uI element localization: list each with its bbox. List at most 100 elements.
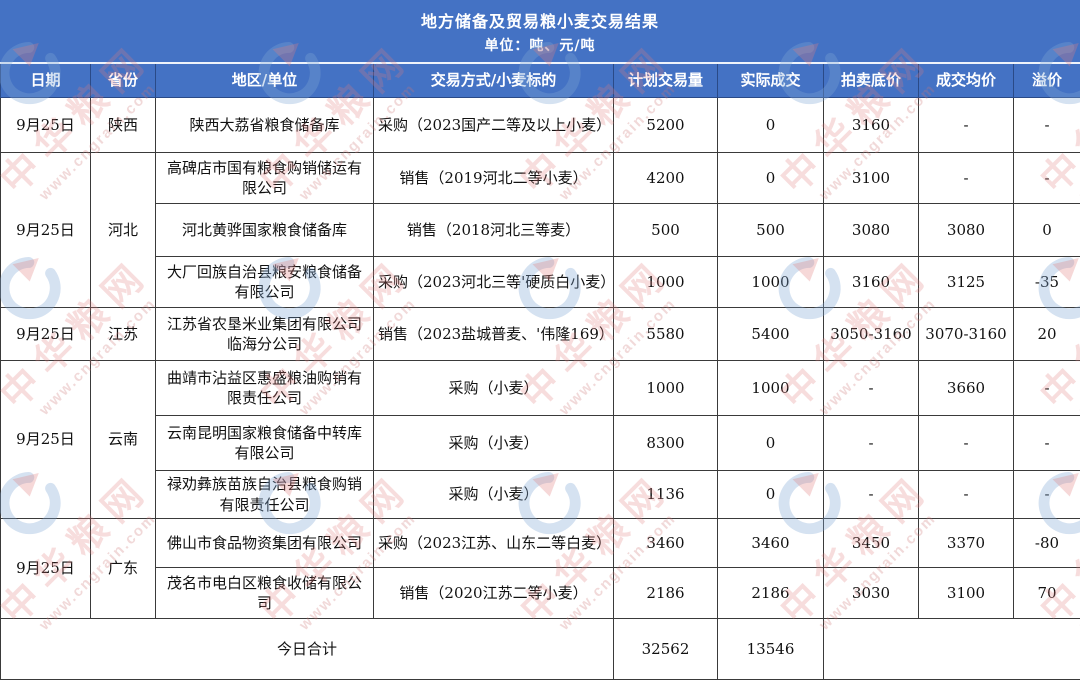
avg-price-cell: 3660 <box>919 361 1014 416</box>
header-row: 日期 省份 地区/单位 交易方式/小麦标的 计划交易量 实际成交 拍卖底价 成交… <box>1 63 1080 98</box>
col-header-deal: 交易方式/小麦标的 <box>374 63 614 98</box>
province-cell: 江苏 <box>91 308 156 361</box>
col-header-premium: 溢价 <box>1014 63 1080 98</box>
deal-cell: 采购（2023河北三等'硬质白小麦） <box>374 257 614 308</box>
premium-cell: -80 <box>1014 519 1080 568</box>
deal-cell: 采购（小麦） <box>374 471 614 519</box>
date-cell: 9月25日 <box>1 519 91 619</box>
floor-price-cell: 3160 <box>824 98 919 153</box>
unit-cell: 茂名市电白区粮食收储有限公司 <box>156 568 374 619</box>
total-row: 今日合计 32562 13546 <box>1 619 1080 680</box>
premium-cell: 20 <box>1014 308 1080 361</box>
planned-qty-cell: 1000 <box>614 257 718 308</box>
date-cell: 9月25日 <box>1 98 91 153</box>
date-cell: 9月25日 <box>1 361 91 519</box>
floor-price-cell: 3100 <box>824 153 919 204</box>
planned-qty-cell: 3460 <box>614 519 718 568</box>
col-header-actual-qty: 实际成交 <box>718 63 824 98</box>
planned-qty-cell: 5200 <box>614 98 718 153</box>
table-row: 9月25日 河北 高碑店市国有粮食购销储运有限公司 销售（2019河北二等小麦）… <box>1 153 1080 204</box>
actual-qty-cell: 0 <box>718 471 824 519</box>
premium-cell: - <box>1014 361 1080 416</box>
floor-price-cell: - <box>824 361 919 416</box>
col-header-province: 省份 <box>91 63 156 98</box>
deal-cell: 采购（小麦） <box>374 361 614 416</box>
total-empty-cell <box>824 619 1080 680</box>
table-row: 9月25日 云南 曲靖市沾益区惠盛粮油购销有限责任公司 采购（小麦） 1000 … <box>1 361 1080 416</box>
province-cell: 云南 <box>91 361 156 519</box>
actual-qty-cell: 0 <box>718 416 824 471</box>
avg-price-cell: 3370 <box>919 519 1014 568</box>
floor-price-cell: - <box>824 471 919 519</box>
actual-qty-cell: 1000 <box>718 361 824 416</box>
planned-qty-cell: 5580 <box>614 308 718 361</box>
col-header-planned-qty: 计划交易量 <box>614 63 718 98</box>
unit-cell: 佛山市食品物资集团有限公司 <box>156 519 374 568</box>
col-header-date: 日期 <box>1 63 91 98</box>
province-cell: 河北 <box>91 153 156 308</box>
premium-cell: - <box>1014 98 1080 153</box>
table-row: 大厂回族自治县粮安粮食储备有限公司 采购（2023河北三等'硬质白小麦） 100… <box>1 257 1080 308</box>
unit-cell: 云南昆明国家粮食储备中转库有限公司 <box>156 416 374 471</box>
col-header-avg-price: 成交均价 <box>919 63 1014 98</box>
floor-price-cell: - <box>824 416 919 471</box>
planned-qty-cell: 2186 <box>614 568 718 619</box>
title-band: 地方储备及贸易粮小麦交易结果 单位：吨、元/吨 <box>0 0 1080 62</box>
premium-cell: - <box>1014 416 1080 471</box>
deal-cell: 采购（2023国产二等及以上小麦） <box>374 98 614 153</box>
avg-price-cell: - <box>919 153 1014 204</box>
table-row: 禄劝彝族苗族自治县粮食购销有限责任公司 采购（小麦） 1136 0 - - - <box>1 471 1080 519</box>
avg-price-cell: 3080 <box>919 204 1014 257</box>
avg-price-cell: 3100 <box>919 568 1014 619</box>
avg-price-cell: - <box>919 416 1014 471</box>
table-row: 9月25日 陕西 陕西大荔省粮食储备库 采购（2023国产二等及以上小麦） 52… <box>1 98 1080 153</box>
unit-cell: 大厂回族自治县粮安粮食储备有限公司 <box>156 257 374 308</box>
date-cell: 9月25日 <box>1 153 91 308</box>
floor-price-cell: 3050-3160 <box>824 308 919 361</box>
actual-qty-cell: 0 <box>718 98 824 153</box>
col-header-unit: 地区/单位 <box>156 63 374 98</box>
planned-qty-cell: 1136 <box>614 471 718 519</box>
avg-price-cell: - <box>919 471 1014 519</box>
unit-cell: 河北黄骅国家粮食储备库 <box>156 204 374 257</box>
planned-qty-cell: 500 <box>614 204 718 257</box>
table-row: 云南昆明国家粮食储备中转库有限公司 采购（小麦） 8300 0 - - - <box>1 416 1080 471</box>
table-row: 茂名市电白区粮食收储有限公司 销售（2020江苏二等小麦） 2186 2186 … <box>1 568 1080 619</box>
premium-cell: -35 <box>1014 257 1080 308</box>
province-cell: 陕西 <box>91 98 156 153</box>
col-header-floor-price: 拍卖底价 <box>824 63 919 98</box>
date-cell: 9月25日 <box>1 308 91 361</box>
deal-cell: 销售（2020江苏二等小麦） <box>374 568 614 619</box>
premium-cell: - <box>1014 471 1080 519</box>
total-label-cell: 今日合计 <box>1 619 614 680</box>
actual-qty-cell: 1000 <box>718 257 824 308</box>
planned-qty-cell: 4200 <box>614 153 718 204</box>
actual-qty-cell: 0 <box>718 153 824 204</box>
table-row: 9月25日 江苏 江苏省农垦米业集团有限公司临海分公司 销售（2023盐城普麦、… <box>1 308 1080 361</box>
actual-qty-cell: 3460 <box>718 519 824 568</box>
page-title: 地方储备及贸易粮小麦交易结果 <box>421 8 659 32</box>
table-row: 河北黄骅国家粮食储备库 销售（2018河北三等麦） 500 500 3080 3… <box>1 204 1080 257</box>
deal-cell: 采购（2023江苏、山东二等白麦） <box>374 519 614 568</box>
actual-qty-cell: 2186 <box>718 568 824 619</box>
deal-cell: 销售（2018河北三等麦） <box>374 204 614 257</box>
total-planned-qty-cell: 32562 <box>614 619 718 680</box>
avg-price-cell: 3125 <box>919 257 1014 308</box>
deal-cell: 采购（小麦） <box>374 416 614 471</box>
province-cell: 广东 <box>91 519 156 619</box>
premium-cell: 70 <box>1014 568 1080 619</box>
planned-qty-cell: 1000 <box>614 361 718 416</box>
floor-price-cell: 3030 <box>824 568 919 619</box>
actual-qty-cell: 500 <box>718 204 824 257</box>
floor-price-cell: 3080 <box>824 204 919 257</box>
unit-note: 单位：吨、元/吨 <box>484 35 595 55</box>
table-row: 9月25日 广东 佛山市食品物资集团有限公司 采购（2023江苏、山东二等白麦）… <box>1 519 1080 568</box>
avg-price-cell: - <box>919 98 1014 153</box>
planned-qty-cell: 8300 <box>614 416 718 471</box>
unit-cell: 陕西大荔省粮食储备库 <box>156 98 374 153</box>
floor-price-cell: 3160 <box>824 257 919 308</box>
total-actual-qty-cell: 13546 <box>718 619 824 680</box>
premium-cell: - <box>1014 153 1080 204</box>
deal-cell: 销售（2019河北二等小麦） <box>374 153 614 204</box>
trade-results-table: 日期 省份 地区/单位 交易方式/小麦标的 计划交易量 实际成交 拍卖底价 成交… <box>0 62 1080 680</box>
